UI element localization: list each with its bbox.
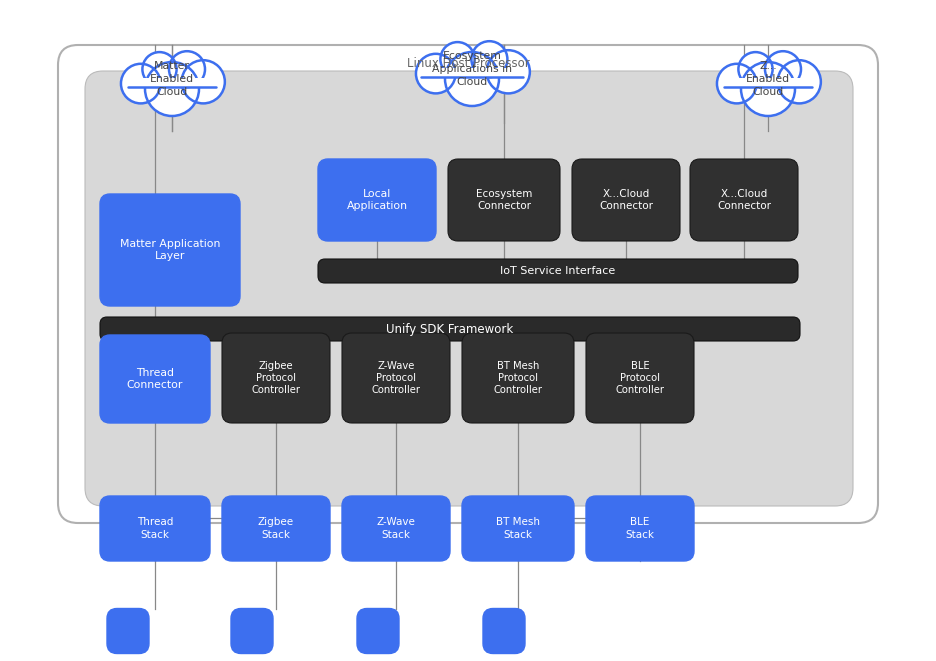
FancyBboxPatch shape (586, 496, 694, 561)
Text: Matter Application
Layer: Matter Application Layer (120, 239, 220, 261)
Text: Thread
Connector: Thread Connector (126, 368, 183, 390)
FancyBboxPatch shape (222, 496, 330, 561)
FancyBboxPatch shape (85, 71, 853, 506)
Circle shape (765, 51, 801, 87)
Text: Z-Wave
Stack: Z-Wave Stack (376, 518, 416, 539)
Circle shape (441, 42, 475, 76)
Text: Local
Application: Local Application (346, 189, 407, 212)
Circle shape (142, 52, 177, 87)
Text: BT Mesh
Stack: BT Mesh Stack (496, 518, 540, 539)
Circle shape (121, 64, 161, 103)
Circle shape (741, 62, 795, 116)
Text: BLE
Protocol
Controller: BLE Protocol Controller (616, 361, 665, 395)
Circle shape (416, 54, 456, 93)
FancyBboxPatch shape (58, 45, 878, 523)
Text: Ecosystem
Connector: Ecosystem Connector (475, 189, 533, 212)
FancyBboxPatch shape (100, 317, 800, 341)
Circle shape (717, 64, 756, 103)
FancyBboxPatch shape (100, 496, 210, 561)
FancyBboxPatch shape (483, 609, 525, 654)
FancyBboxPatch shape (448, 159, 560, 241)
Circle shape (145, 62, 199, 116)
Circle shape (487, 50, 530, 93)
FancyBboxPatch shape (100, 335, 210, 423)
Text: Z-Wave
Protocol
Controller: Z-Wave Protocol Controller (372, 361, 420, 395)
Bar (725, 78, 811, 87)
Text: BLE
Stack: BLE Stack (625, 518, 654, 539)
FancyBboxPatch shape (222, 333, 330, 423)
FancyBboxPatch shape (357, 609, 399, 654)
Text: X...Cloud
Connector: X...Cloud Connector (599, 189, 653, 212)
Text: BT Mesh
Protocol
Controller: BT Mesh Protocol Controller (493, 361, 543, 395)
FancyBboxPatch shape (572, 159, 680, 241)
Circle shape (472, 41, 507, 77)
Circle shape (778, 60, 821, 103)
FancyBboxPatch shape (342, 496, 450, 561)
FancyBboxPatch shape (318, 159, 436, 241)
Text: Zigbee
Stack: Zigbee Stack (258, 518, 294, 539)
Circle shape (445, 52, 499, 106)
Bar (421, 63, 522, 81)
Text: X...Cloud
Connector: X...Cloud Connector (717, 189, 771, 212)
FancyBboxPatch shape (231, 609, 273, 654)
FancyBboxPatch shape (586, 333, 694, 423)
Bar (129, 78, 214, 87)
Text: Ecosystem
Applications in
Cloud: Ecosystem Applications in Cloud (432, 51, 512, 87)
FancyBboxPatch shape (690, 159, 798, 241)
Text: Thread
Stack: Thread Stack (137, 518, 173, 539)
Text: Linux Host Processor: Linux Host Processor (406, 57, 530, 70)
FancyBboxPatch shape (100, 194, 240, 306)
Text: Matter
Enabled
Cloud: Matter Enabled Cloud (150, 61, 194, 97)
Bar (128, 73, 216, 91)
Circle shape (739, 52, 772, 87)
Bar (724, 73, 812, 91)
Text: Z...
Enabled
Cloud: Z... Enabled Cloud (746, 61, 790, 97)
FancyBboxPatch shape (107, 609, 149, 654)
Text: Zigbee
Protocol
Controller: Zigbee Protocol Controller (252, 361, 300, 395)
FancyBboxPatch shape (462, 496, 574, 561)
FancyBboxPatch shape (318, 259, 798, 283)
Text: IoT Service Interface: IoT Service Interface (501, 266, 616, 276)
Circle shape (182, 60, 225, 103)
FancyBboxPatch shape (462, 333, 574, 423)
Circle shape (169, 51, 205, 87)
FancyBboxPatch shape (342, 333, 450, 423)
Text: Unify SDK Framework: Unify SDK Framework (387, 323, 514, 336)
Bar (423, 67, 521, 77)
